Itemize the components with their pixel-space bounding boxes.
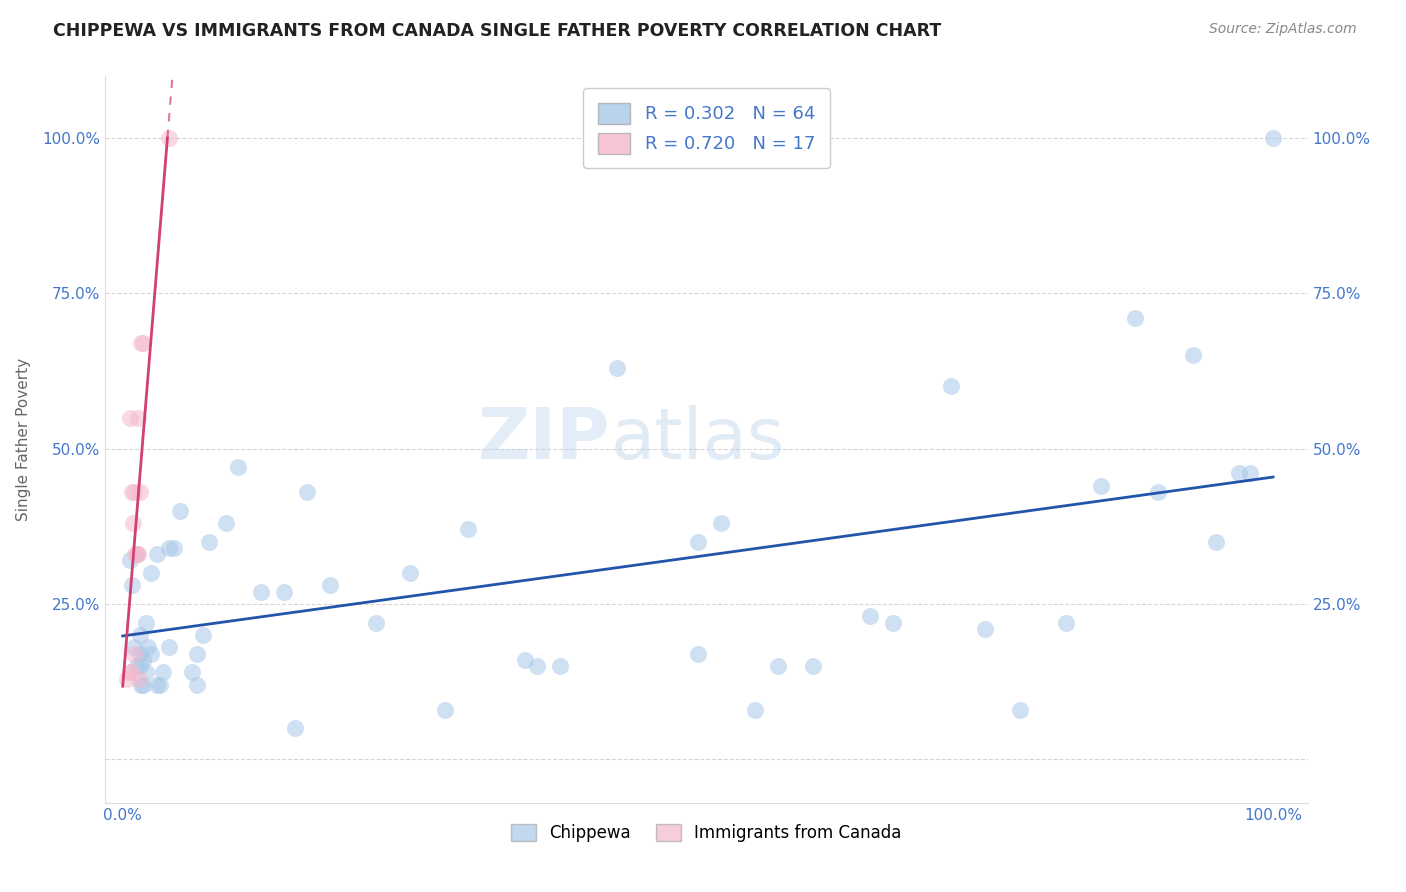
Point (433, 703, 456, 717)
Point (118, 553, 141, 567)
Point (129, 659, 152, 673)
Point (127, 410, 149, 425)
Point (882, 615, 904, 630)
Point (146, 547, 169, 561)
Point (122, 640, 145, 655)
Point (1147, 485, 1170, 500)
Point (686, 647, 709, 661)
Point (128, 672, 150, 686)
Point (129, 628, 152, 642)
Point (249, 584, 271, 599)
Text: Source: ZipAtlas.com: Source: ZipAtlas.com (1209, 22, 1357, 37)
Point (135, 665, 157, 680)
Point (295, 485, 318, 500)
Point (121, 578, 143, 592)
Point (157, 541, 180, 555)
Point (129, 678, 152, 692)
Point (121, 485, 143, 500)
Point (129, 485, 152, 500)
Point (801, 659, 824, 673)
Point (1261, 131, 1284, 145)
Point (974, 622, 997, 636)
Point (186, 647, 208, 661)
Point (152, 665, 174, 680)
Point (122, 485, 145, 500)
Point (526, 659, 548, 673)
Text: atlas: atlas (610, 405, 785, 474)
Point (606, 360, 628, 375)
Point (169, 504, 191, 518)
Point (125, 547, 148, 561)
Point (135, 615, 157, 630)
Point (515, 653, 537, 667)
Point (146, 678, 169, 692)
Point (120, 665, 142, 680)
Text: CHIPPEWA VS IMMIGRANTS FROM CANADA SINGLE FATHER POVERTY CORRELATION CHART: CHIPPEWA VS IMMIGRANTS FROM CANADA SINGL… (53, 22, 942, 40)
Point (1205, 534, 1227, 549)
Point (117, 672, 139, 686)
Point (744, 703, 766, 717)
Point (141, 647, 163, 661)
Point (122, 647, 145, 661)
Point (148, 678, 170, 692)
Point (1123, 311, 1146, 326)
Y-axis label: Single Father Poverty: Single Father Poverty (17, 358, 31, 521)
Point (1239, 467, 1261, 481)
Point (859, 609, 882, 624)
Point (129, 647, 152, 661)
Point (1227, 467, 1250, 481)
Point (132, 336, 155, 351)
Point (768, 659, 790, 673)
Point (319, 578, 342, 592)
Text: ZIP: ZIP (478, 405, 610, 474)
Point (198, 534, 221, 549)
Point (399, 566, 422, 580)
Point (122, 516, 145, 531)
Point (129, 336, 152, 351)
Point (141, 566, 163, 580)
Point (273, 584, 295, 599)
Point (548, 659, 571, 673)
Point (1090, 479, 1112, 493)
Point (180, 665, 202, 680)
Point (125, 659, 148, 673)
Point (1181, 348, 1204, 362)
Point (686, 534, 709, 549)
Point (1054, 615, 1077, 630)
Point (157, 131, 180, 145)
Point (118, 410, 141, 425)
Point (226, 460, 249, 475)
Point (136, 640, 159, 655)
Point (186, 678, 208, 692)
Point (939, 379, 962, 393)
Point (457, 523, 479, 537)
Point (124, 547, 146, 561)
Point (132, 653, 155, 667)
Point (157, 640, 180, 655)
Point (193, 628, 215, 642)
Point (364, 615, 387, 630)
Point (118, 665, 141, 680)
Point (163, 541, 186, 555)
Point (127, 547, 149, 561)
Point (132, 678, 155, 692)
Point (125, 547, 148, 561)
Legend: Chippewa, Immigrants from Canada: Chippewa, Immigrants from Canada (505, 817, 908, 849)
Point (215, 516, 238, 531)
Point (284, 721, 307, 735)
Point (1008, 703, 1031, 717)
Point (710, 516, 733, 531)
